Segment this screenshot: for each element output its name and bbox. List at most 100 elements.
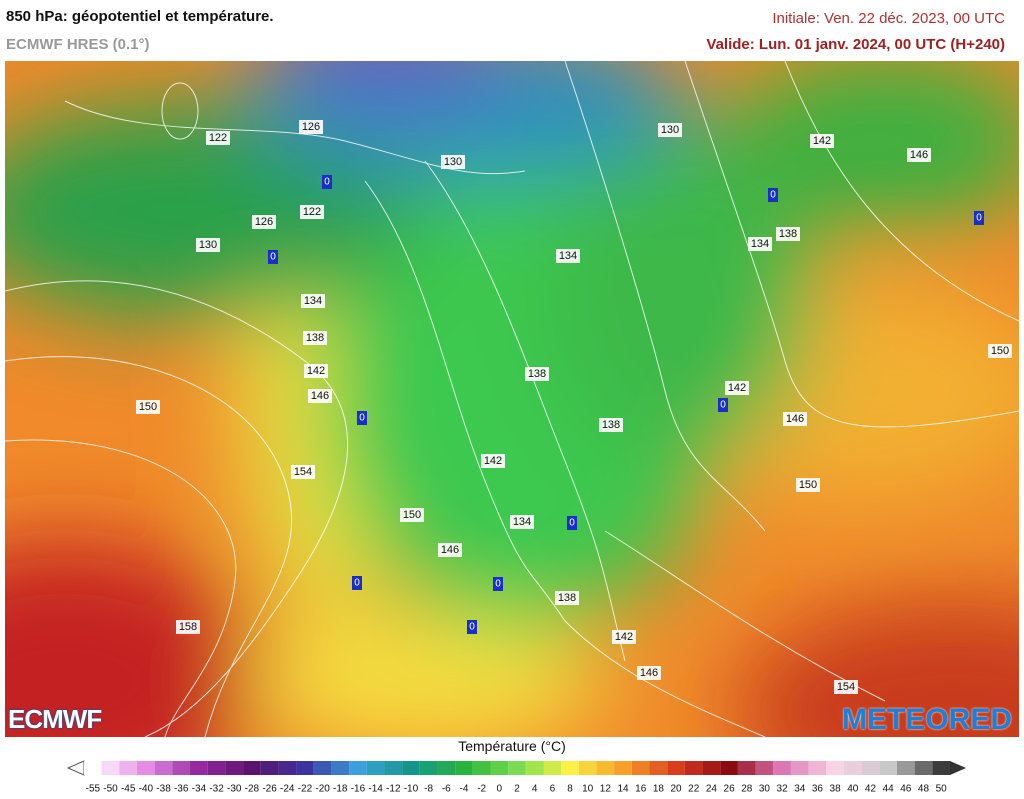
- contour-label-box: [206, 131, 230, 145]
- legend-swatch: [614, 761, 632, 775]
- legend-swatch: [879, 761, 897, 775]
- legend-swatch: [843, 761, 862, 775]
- legend-label: 4: [532, 784, 538, 795]
- contour-label-box: [299, 120, 323, 134]
- contour-label-box: [599, 418, 623, 432]
- legend-swatch: [508, 761, 526, 775]
- legend-label: 24: [706, 784, 718, 795]
- contour-label: 134: [304, 295, 322, 307]
- contour-label-box: [300, 205, 324, 219]
- contour-label-box: [304, 364, 328, 378]
- legend-label: -38: [156, 784, 171, 795]
- contour-label-box: [308, 389, 332, 403]
- contour-label-box: [303, 331, 327, 345]
- legend-swatch: [755, 761, 774, 775]
- legend-label: -2: [477, 784, 486, 795]
- legend-swatch: [490, 761, 509, 775]
- legend-swatch: [932, 761, 950, 775]
- legend-label: -34: [192, 784, 207, 795]
- contour-label: 150: [139, 401, 157, 413]
- contour-label-box: [525, 367, 549, 381]
- legend-swatch: [313, 761, 332, 775]
- contour-label-box: [441, 155, 465, 169]
- legend-label: -50: [103, 784, 118, 795]
- contour-label: 138: [558, 592, 576, 604]
- zero-label-box: [768, 188, 778, 202]
- contour-label-box: [481, 454, 505, 468]
- legend-swatch: [861, 761, 880, 775]
- legend-swatch: [419, 761, 438, 775]
- contour-label: 122: [303, 206, 321, 218]
- contour-label: 150: [799, 479, 817, 491]
- legend-label: -20: [315, 784, 330, 795]
- logo-left: ECMWF: [8, 704, 102, 734]
- legend-label: 10: [582, 784, 594, 795]
- contour-label-box: [438, 543, 462, 557]
- legend-swatch: [702, 761, 721, 775]
- contour-label-box: [796, 478, 820, 492]
- legend-label: 50: [936, 784, 948, 795]
- contour-label: 138: [528, 368, 546, 380]
- zero-label-box: [352, 576, 362, 590]
- legend-swatch: [737, 761, 756, 775]
- contour-label-box: [510, 515, 534, 529]
- legend-label: -16: [351, 784, 366, 795]
- legend-label: -8: [424, 784, 433, 795]
- legend-label: -22: [298, 784, 313, 795]
- legend-label: -40: [139, 784, 154, 795]
- zero-label-box: [493, 577, 503, 591]
- legend-swatch: [455, 761, 473, 775]
- legend-swatch: [808, 761, 827, 775]
- legend-label: 38: [830, 784, 842, 795]
- contour-label-box: [556, 249, 580, 263]
- zero-label-box: [357, 411, 367, 425]
- legend-swatch: [773, 761, 791, 775]
- legend-label: -55: [86, 784, 101, 795]
- contour-label-box: [136, 400, 160, 414]
- contour-label: 126: [302, 121, 320, 133]
- logo-right: METEORED: [841, 703, 1012, 736]
- legend-label: 30: [759, 784, 771, 795]
- legend-label: -6: [442, 784, 451, 795]
- contour-label-box: [810, 134, 834, 148]
- contour-label-box: [555, 591, 579, 605]
- legend-label: 18: [653, 784, 665, 795]
- contour-label-box: [291, 465, 315, 479]
- legend-label: 0: [497, 784, 503, 795]
- contour-label-box: [748, 237, 772, 251]
- zero-label: 0: [720, 400, 726, 411]
- legend-label: -10: [404, 784, 419, 795]
- contour-label-box: [988, 344, 1012, 358]
- legend-swatch: [154, 761, 173, 775]
- legend-swatch: [472, 761, 491, 775]
- legend-swatch: [349, 761, 367, 775]
- model: ECMWF HRES (0.1°): [6, 36, 150, 53]
- legend-swatch: [896, 761, 915, 775]
- contour-label: 146: [786, 413, 804, 425]
- legend-label: 20: [670, 784, 682, 795]
- zero-label: 0: [976, 213, 982, 224]
- contour-label: 126: [255, 216, 273, 228]
- legend-label: 22: [688, 784, 700, 795]
- contour-label-box: [725, 381, 749, 395]
- legend-label: -36: [174, 784, 189, 795]
- legend-label: -28: [245, 784, 260, 795]
- contour-label: 158: [179, 621, 197, 633]
- legend-swatch: [278, 761, 297, 775]
- contour-label: 142: [615, 631, 633, 643]
- title: 850 hPa: géopotentiel et température.: [6, 8, 274, 25]
- legend-swatch: [384, 761, 403, 775]
- legend-label: 36: [812, 784, 824, 795]
- contour-label-box: [776, 227, 800, 241]
- contour-label: 138: [306, 332, 324, 344]
- legend-swatch: [190, 761, 208, 775]
- contour-label: 154: [294, 466, 312, 478]
- legend-label: -12: [386, 784, 401, 795]
- initial-time: Initiale: Ven. 22 déc. 2023, 00 UTC: [772, 10, 1005, 27]
- legend-title: Température (°C): [458, 738, 566, 754]
- zero-label-box: [268, 250, 278, 264]
- legend-swatch: [561, 761, 579, 775]
- legend-swatch: [225, 761, 244, 775]
- legend-swatch: [119, 761, 138, 775]
